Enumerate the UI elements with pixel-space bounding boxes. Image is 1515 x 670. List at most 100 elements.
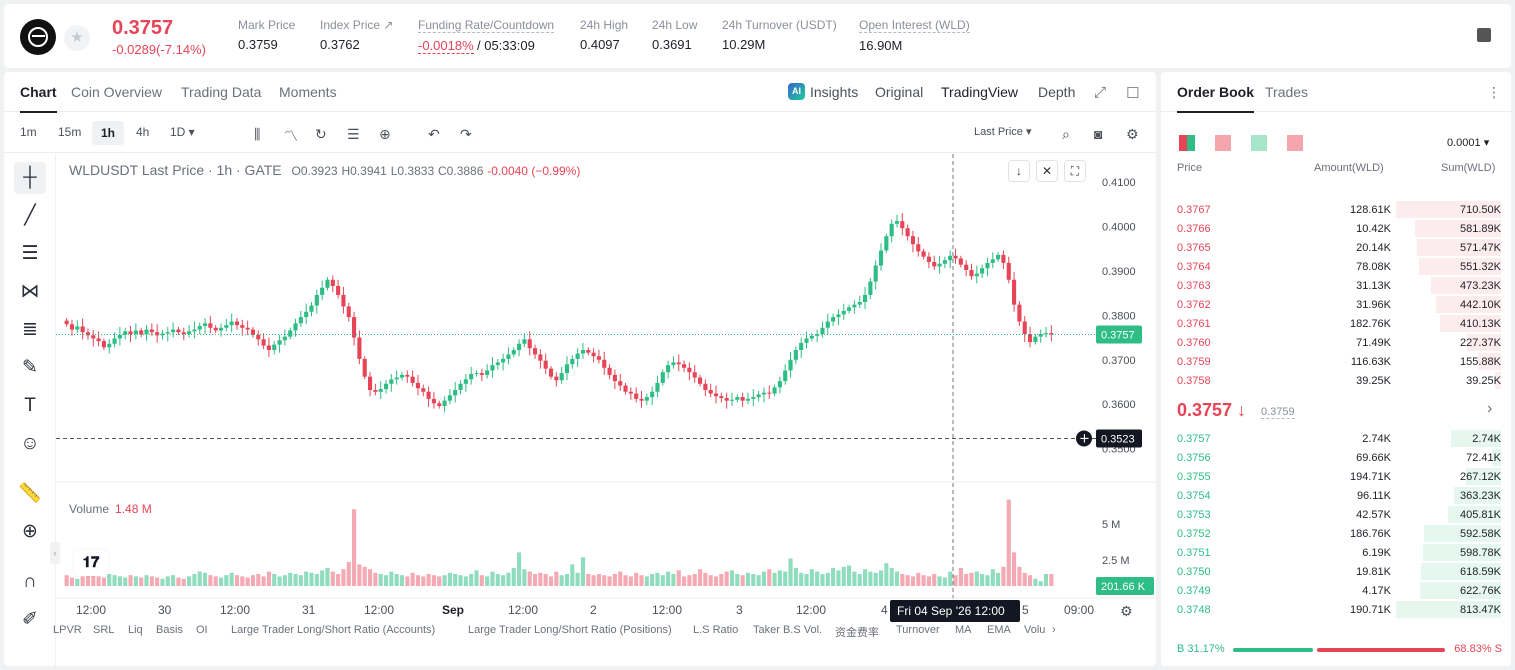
candle-body	[756, 394, 761, 398]
indicator-item[interactable]: 资金费率	[835, 627, 879, 639]
view-large-icon[interactable]	[1287, 135, 1303, 151]
template-icon[interactable]: ☰	[347, 126, 360, 142]
price-type-select[interactable]: Last Price ▾	[974, 126, 1032, 138]
bid-row[interactable]: 0.3751 6.19K 598.78K	[1161, 543, 1511, 562]
ruler-tool-icon[interactable]: 📏	[18, 483, 42, 504]
stat-funding-rate[interactable]: Funding Rate/Countdown -0.0018% / 05:33:…	[418, 18, 555, 54]
volume-bar	[666, 571, 671, 586]
lock-draw-tool-icon[interactable]: ✐	[22, 609, 38, 630]
timeframe-1m[interactable]: 1m	[20, 125, 37, 139]
fib-tool-icon[interactable]: ≣	[22, 319, 38, 340]
favorite-star-icon[interactable]: ★	[64, 25, 90, 51]
view-original[interactable]: Original	[875, 84, 924, 100]
view-insights[interactable]: Insights	[810, 84, 859, 100]
horizontal-lines-tool-icon[interactable]: ☰	[21, 243, 39, 264]
tab-moments[interactable]: Moments	[279, 84, 337, 100]
view-asks-icon[interactable]	[1215, 135, 1231, 151]
candle-type-icon[interactable]: ⫼	[254, 126, 261, 142]
trendline-tool-icon[interactable]: ╱	[24, 205, 36, 226]
indicator-item[interactable]: Turnover	[896, 624, 940, 636]
indicator-item[interactable]: OI	[196, 624, 208, 636]
bid-row[interactable]: 0.3752 186.76K 592.58K	[1161, 524, 1511, 543]
bid-row[interactable]: 0.3754 96.11K 363.23K	[1161, 486, 1511, 505]
view-tradingview[interactable]: TradingView	[941, 84, 1019, 100]
search-icon[interactable]: ⌕	[1062, 126, 1070, 142]
ask-row[interactable]: 0.3759 116.63K 155.88K	[1161, 352, 1511, 371]
timeframe-1d[interactable]: 1D ▾	[170, 125, 195, 139]
bid-row[interactable]: 0.3757 2.74K 2.74K	[1161, 429, 1511, 448]
ask-row[interactable]: 0.3762 31.96K 442.10K	[1161, 295, 1511, 314]
timeframe-15m[interactable]: 15m	[58, 125, 82, 139]
indicator-item[interactable]: EMA	[987, 624, 1011, 636]
replay-icon[interactable]: ↻	[315, 126, 327, 142]
ask-row[interactable]: 0.3761 182.76K 410.13K	[1161, 314, 1511, 333]
volume-bar	[1033, 578, 1038, 586]
indicator-item[interactable]: Liq	[128, 624, 143, 636]
brush-tool-icon[interactable]: ✎	[22, 357, 38, 378]
tick-size-select[interactable]: 0.0001 ▾	[1447, 137, 1490, 149]
tab-trades[interactable]: Trades	[1265, 84, 1309, 100]
order-amount: 4.17K	[1362, 585, 1391, 597]
indicator-item[interactable]: L.S Ratio	[693, 624, 739, 636]
indicator-item[interactable]: Basis	[156, 624, 183, 636]
undo-icon[interactable]: ↶	[428, 126, 440, 142]
ai-insights-icon[interactable]: AI	[788, 83, 805, 100]
settings-gear-icon[interactable]: ⚙	[1126, 126, 1139, 142]
volume-bar	[373, 572, 378, 586]
bid-row[interactable]: 0.3748 190.71K 813.47K	[1161, 600, 1511, 619]
notebook-icon[interactable]	[1477, 28, 1491, 42]
indicator-item[interactable]: LPVR	[53, 624, 82, 636]
bid-row[interactable]: 0.3756 69.66K 72.41K	[1161, 448, 1511, 467]
indicator-scroll-icon[interactable]: ›	[1052, 624, 1056, 636]
indicator-item[interactable]: Large Trader Long/Short Ratio (Accounts)	[231, 624, 436, 636]
stat-index-price[interactable]: Index Price ↗ 0.3762	[320, 18, 394, 52]
current-price-tag: 0.3757	[1101, 329, 1135, 341]
crosshair-tool-icon[interactable]: ┼	[14, 162, 46, 194]
scroll-down-icon[interactable]: ↓	[1008, 160, 1030, 182]
tab-trading-data[interactable]: Trading Data	[181, 84, 262, 100]
ask-row[interactable]: 0.3765 20.14K 571.47K	[1161, 238, 1511, 257]
ask-row[interactable]: 0.3767 128.61K 710.50K	[1161, 200, 1511, 219]
ask-row[interactable]: 0.3760 71.49K 227.37K	[1161, 333, 1511, 352]
ask-row[interactable]: 0.3758 39.25K 39.25K	[1161, 371, 1511, 390]
indicator-item[interactable]: MA	[955, 624, 972, 636]
candle-body	[527, 339, 532, 349]
indicator-item[interactable]: Taker B.S Vol.	[753, 624, 823, 636]
more-options-icon[interactable]: ⋮	[1487, 84, 1501, 100]
pattern-tool-icon[interactable]: ⋈	[20, 281, 40, 302]
indicator-item[interactable]: Large Trader Long/Short Ratio (Positions…	[468, 624, 672, 636]
magnet-tool-icon[interactable]: ∩	[23, 571, 37, 592]
view-both-icon[interactable]	[1179, 135, 1195, 151]
indicator-item[interactable]: Volu	[1024, 624, 1046, 636]
tab-order-book[interactable]: Order Book	[1177, 84, 1255, 113]
text-tool-icon[interactable]: T	[24, 395, 36, 416]
ask-row[interactable]: 0.3766 10.42K 581.89K	[1161, 219, 1511, 238]
bid-row[interactable]: 0.3750 19.81K 618.59K	[1161, 562, 1511, 581]
indicator-item[interactable]: SRL	[93, 624, 115, 636]
indicators-icon[interactable]: 〽	[284, 128, 298, 144]
emoji-tool-icon[interactable]: ☺	[20, 433, 40, 454]
timeframe-1h[interactable]: 1h	[92, 121, 125, 145]
redo-icon[interactable]: ↷	[460, 126, 472, 142]
tab-chart[interactable]: Chart	[20, 84, 57, 113]
timeframe-4h[interactable]: 4h	[136, 125, 150, 139]
bid-row[interactable]: 0.3753 42.57K 405.81K	[1161, 505, 1511, 524]
expand-icon[interactable]: ⤢	[1094, 84, 1107, 101]
ask-row[interactable]: 0.3763 31.13K 473.23K	[1161, 276, 1511, 295]
collapse-icon[interactable]: ✕	[1036, 160, 1058, 182]
view-depth[interactable]: Depth	[1038, 84, 1076, 100]
add-indicator-icon[interactable]: ⊕	[379, 126, 391, 142]
chevron-right-icon[interactable]: ›	[1487, 400, 1493, 417]
maximize-icon[interactable]: ☐	[1126, 85, 1140, 102]
ask-row[interactable]: 0.3764 78.08K 551.32K	[1161, 257, 1511, 276]
zoom-in-tool-icon[interactable]: ⊕	[22, 521, 38, 542]
fullscreen-icon[interactable]: ⛶	[1064, 160, 1086, 182]
view-bids-icon[interactable]	[1251, 135, 1267, 151]
camera-icon[interactable]: ◙	[1094, 126, 1103, 142]
collapse-toolbar-icon[interactable]: ‹	[50, 542, 60, 564]
candlestick-chart[interactable]: 0.4100 0.4000 0.3900 0.3800 0.3700 0.3600 0.35…	[56, 154, 1156, 624]
bid-row[interactable]: 0.3755 194.71K 267.12K	[1161, 467, 1511, 486]
bid-row[interactable]: 0.3749 4.17K 622.76K	[1161, 581, 1511, 600]
volume-bar	[980, 574, 985, 586]
tab-coin-overview[interactable]: Coin Overview	[71, 84, 163, 100]
